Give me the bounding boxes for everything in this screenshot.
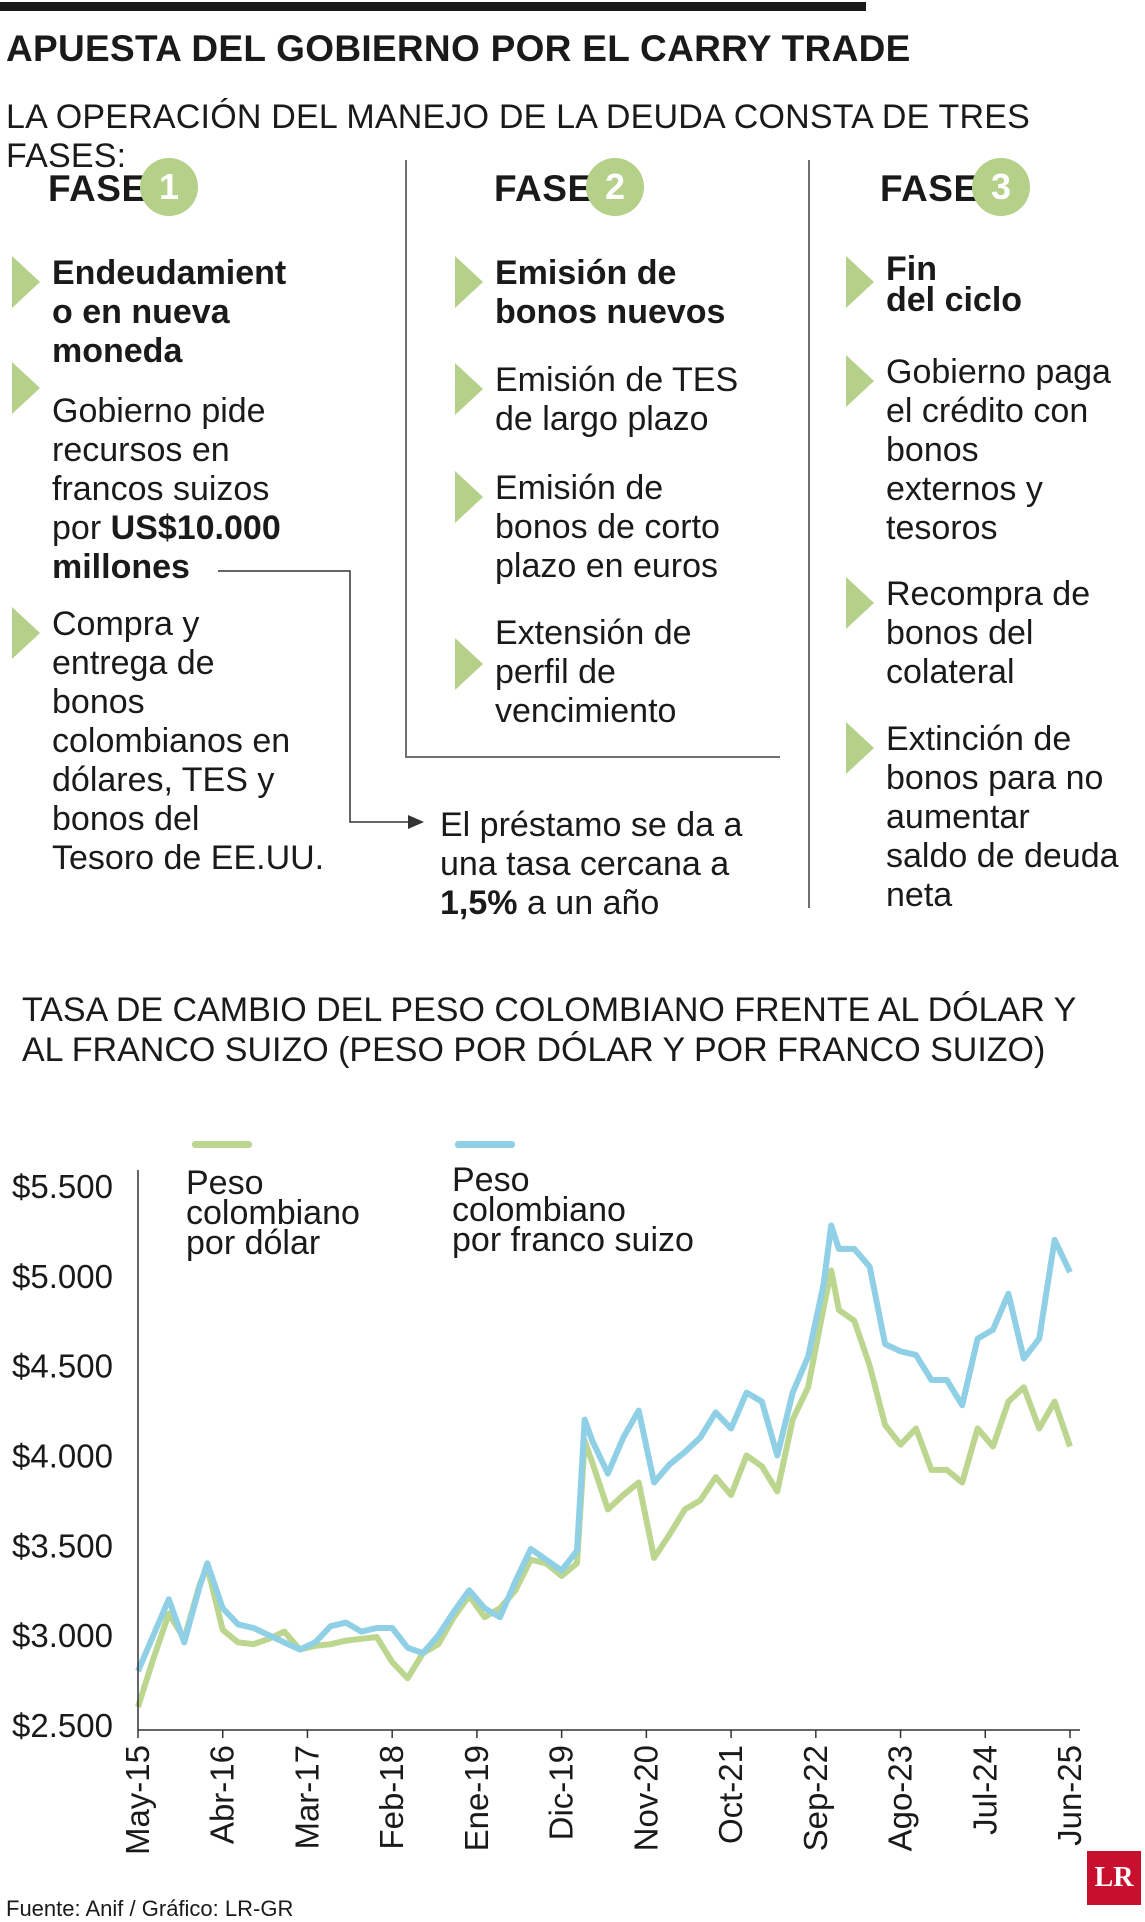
lr-logo: LR bbox=[1087, 1851, 1141, 1905]
phase-1-step-title: Endeudamient o en nueva moneda bbox=[12, 254, 352, 371]
bullet-triangle-icon bbox=[846, 256, 874, 308]
bullet-triangle-icon bbox=[455, 363, 483, 415]
phase-number-badge: 3 bbox=[972, 158, 1030, 216]
phase-label: FASE bbox=[494, 168, 593, 209]
bullet-triangle-icon bbox=[455, 471, 483, 523]
legend-label-usd: Peso colombiano por dólar bbox=[186, 1164, 360, 1262]
phase-number-badge: 1 bbox=[140, 158, 198, 216]
loan-rate-note: El préstamo se da a una tasa cercana a 1… bbox=[440, 806, 743, 922]
x-tick-label: Mar-17 bbox=[288, 1745, 325, 1850]
x-tick-label: Sep-22 bbox=[797, 1745, 834, 1851]
phase-2-step-long-tes: Emisión de TES de largo plazo bbox=[455, 361, 785, 439]
phase-1-step-collateral: Compra y entrega de bonos colombianos en… bbox=[12, 605, 352, 878]
y-tick-label: $4.500 bbox=[12, 1348, 113, 1385]
legend-swatch-chf bbox=[455, 1141, 515, 1148]
y-tick-label: $5.000 bbox=[12, 1258, 113, 1295]
bullet-triangle-icon bbox=[846, 722, 874, 774]
x-tick-label: Abr-16 bbox=[204, 1745, 241, 1844]
divider-phase-2-bottom bbox=[405, 756, 780, 758]
bullet-triangle-icon bbox=[12, 607, 40, 659]
phase-3-step-buyback: Recompra de bonos del colateral bbox=[846, 575, 1141, 692]
page-subtitle: LA OPERACIÓN DEL MANEJO DE LA DEUDA CONS… bbox=[6, 98, 1030, 175]
bullet-triangle-icon bbox=[846, 577, 874, 629]
x-tick-label: Jul-24 bbox=[966, 1745, 1003, 1835]
x-tick-label: Nov-20 bbox=[627, 1745, 664, 1851]
y-tick-label: $2.500 bbox=[12, 1707, 113, 1744]
phase-label: FASE bbox=[48, 168, 147, 209]
series-line-usd bbox=[135, 1267, 1073, 1708]
series-line-chf bbox=[135, 1222, 1073, 1673]
x-tick-label: Oct-21 bbox=[712, 1745, 749, 1844]
chart-title: TASA DE CAMBIO DEL PESO COLOMBIANO FRENT… bbox=[22, 991, 1077, 1069]
bullet-triangle-icon bbox=[12, 362, 40, 414]
divider-phase-1-2 bbox=[405, 160, 407, 757]
phase-1-step-loan: Gobierno pide recursos en francos suizos… bbox=[12, 362, 352, 587]
y-tick-label: $5.500 bbox=[12, 1168, 113, 1205]
x-tick-label: Jun-25 bbox=[1051, 1745, 1088, 1846]
y-tick-label: $3.500 bbox=[12, 1527, 113, 1564]
phase-3-step-repay: Gobierno paga el crédito con bonos exter… bbox=[846, 353, 1141, 548]
legend-label-chf: Peso colombiano por franco suizo bbox=[452, 1161, 694, 1259]
phase-2-step-maturity: Extensión de perfil de vencimiento bbox=[455, 614, 785, 731]
bullet-triangle-icon bbox=[455, 256, 483, 308]
phase-number-badge: 2 bbox=[586, 158, 644, 216]
bullet-triangle-icon bbox=[455, 638, 483, 690]
y-tick-label: $3.000 bbox=[12, 1617, 113, 1654]
x-tick-label: Ago-23 bbox=[882, 1745, 919, 1851]
top-rule bbox=[0, 2, 866, 11]
loan-rate-value: 1,5% bbox=[440, 884, 518, 922]
x-tick-label: May-15 bbox=[119, 1745, 156, 1855]
y-tick-label: $4.000 bbox=[12, 1438, 113, 1475]
loan-amount: US$10.000 millones bbox=[52, 509, 281, 586]
legend-swatch-usd bbox=[192, 1141, 252, 1148]
phase-2-step-euro-bonds: Emisión de bonos de corto plazo en euros bbox=[455, 469, 785, 586]
phase-label: FASE bbox=[880, 168, 979, 209]
x-tick-label: Ene-19 bbox=[458, 1745, 495, 1851]
phase-3-step-extinction: Extinción de bonos para no aumentar sald… bbox=[846, 720, 1141, 915]
x-tick-label: Feb-18 bbox=[373, 1745, 410, 1850]
phase-3-step-title: Fin del ciclo bbox=[846, 252, 1141, 317]
source-note: Fuente: Anif / Gráfico: LR-GR bbox=[6, 1896, 294, 1921]
page-title: APUESTA DEL GOBIERNO POR EL CARRY TRADE bbox=[6, 28, 911, 69]
phase-2-step-title: Emisión de bonos nuevos bbox=[455, 254, 785, 332]
divider-phase-2-3 bbox=[808, 160, 810, 908]
bullet-triangle-icon bbox=[846, 355, 874, 407]
bullet-triangle-icon bbox=[12, 256, 40, 308]
x-tick-label: Dic-19 bbox=[543, 1745, 580, 1840]
